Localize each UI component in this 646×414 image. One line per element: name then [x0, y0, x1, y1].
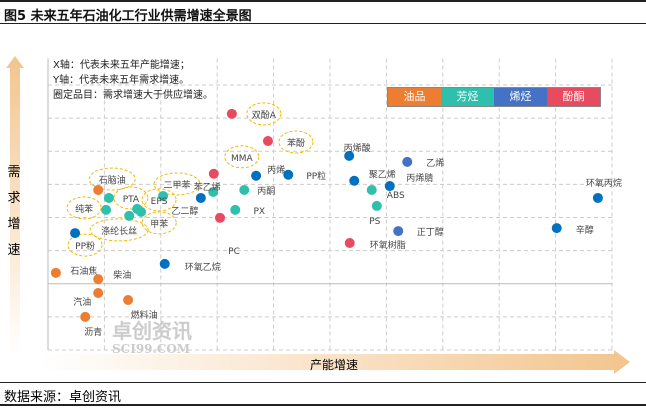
- data-label: 沥青: [84, 326, 102, 338]
- data-label: PP粉: [75, 240, 95, 252]
- highlight-circle: [141, 211, 177, 235]
- figure-title: 图5 未来五年石油化工行业供需增速全景图: [0, 0, 646, 24]
- data-point: [208, 168, 219, 179]
- data-label: 乙二醇: [171, 205, 198, 217]
- data-label: PS: [369, 217, 380, 227]
- data-point: [70, 228, 81, 239]
- x-axis-arrow: [40, 350, 630, 374]
- data-point: [124, 210, 135, 221]
- legend-olefins: 烯烃: [494, 88, 547, 106]
- legend: 油品 芳烃 烯烃 酚酮: [387, 87, 601, 107]
- data-label: 丙烯腈: [406, 172, 433, 184]
- data-label: 石油焦: [70, 265, 97, 277]
- chart-notes: X轴：代表未来五年产能增速； Y轴：代表未来五年需求增速。 圈定品目：需求增速大…: [53, 58, 213, 103]
- highlight-circle: [113, 186, 149, 210]
- data-label: 柴油: [113, 269, 131, 281]
- data-point: [349, 175, 360, 186]
- note-y: Y轴：代表未来五年需求增速。: [53, 75, 190, 86]
- data-point: [384, 181, 395, 192]
- data-point: [208, 186, 219, 197]
- data-point: [93, 185, 104, 196]
- data-point: [215, 212, 226, 223]
- data-point: [366, 185, 377, 196]
- data-point: [262, 135, 273, 146]
- data-label: 丙酮: [257, 186, 275, 197]
- data-point: [103, 192, 114, 203]
- y-axis-label: 需求增速: [7, 165, 21, 258]
- highlight-circle: [66, 196, 102, 220]
- data-label: 环氧丙烷: [586, 177, 622, 189]
- y-axis-arrow: [6, 56, 24, 356]
- data-label: MMA: [231, 154, 254, 164]
- data-point: [93, 274, 104, 285]
- highlight-circle: [88, 167, 136, 191]
- data-label: EPS: [151, 197, 168, 207]
- watermark-en: SCI99.COM: [112, 342, 190, 356]
- legend-oil: 油品: [388, 88, 441, 106]
- data-label: 纯苯: [75, 203, 93, 215]
- data-label: 聚乙烯: [369, 169, 396, 181]
- data-point: [230, 204, 241, 215]
- highlight-circle: [224, 145, 260, 169]
- data-point: [101, 204, 112, 215]
- data-label: 苯酚: [287, 137, 305, 149]
- data-point: [393, 226, 404, 237]
- legend-phenol-ketone: 酚酮: [547, 88, 600, 106]
- watermark: 卓创资讯 SCI99.COM: [112, 319, 192, 358]
- data-point: [344, 150, 355, 161]
- data-label: 燃料油: [131, 309, 158, 321]
- data-label: PP粒: [306, 170, 326, 182]
- data-label: 双酚A: [252, 110, 277, 121]
- data-label: 汽油: [73, 296, 91, 308]
- data-point: [80, 311, 91, 322]
- data-point: [283, 169, 294, 180]
- data-point: [239, 185, 250, 196]
- data-label: 环氧树脂: [370, 239, 406, 251]
- data-label: ABS: [387, 191, 405, 201]
- data-point: [592, 192, 603, 203]
- data-label: PTA: [123, 195, 140, 205]
- data-point: [344, 238, 355, 249]
- data-label: 甲苯: [150, 218, 168, 230]
- data-point: [251, 170, 262, 181]
- data-point: [195, 192, 206, 203]
- data-point: [371, 200, 382, 211]
- highlight-circle: [246, 102, 282, 126]
- data-point: [551, 223, 562, 234]
- data-point: [132, 203, 143, 214]
- data-point: [158, 190, 169, 201]
- data-point: [93, 288, 104, 299]
- highlight-circle: [141, 188, 177, 212]
- data-point: [402, 156, 413, 167]
- data-label: 丙烯酸: [344, 142, 371, 154]
- data-point: [50, 267, 61, 278]
- data-label: 苯乙烯: [194, 181, 221, 193]
- data-label: PC: [228, 247, 240, 257]
- data-label: PX: [253, 207, 265, 217]
- data-point: [159, 258, 170, 269]
- data-label: 石脑油: [99, 174, 126, 186]
- source-note: 数据来源：卓创资讯: [0, 382, 646, 406]
- highlight-circle: [278, 130, 314, 154]
- watermark-cn: 卓创资讯: [112, 319, 192, 343]
- data-label: 正丁醇: [417, 226, 444, 238]
- data-label: 辛醇: [576, 224, 594, 236]
- data-label: 环氧乙烷: [185, 261, 221, 273]
- highlight-circle: [89, 218, 149, 242]
- data-label: 涤纶长丝: [101, 225, 137, 237]
- highlight-circle: [153, 172, 201, 196]
- data-label: 二甲苯: [164, 179, 191, 191]
- note-highlight: 圈定品目：需求增速大于供应增速。: [53, 90, 213, 101]
- x-axis-label: 产能增速: [310, 358, 359, 372]
- note-x: X轴：代表未来五年产能增速；: [53, 60, 190, 71]
- data-point: [226, 108, 237, 119]
- data-label: 乙烯: [426, 157, 444, 169]
- data-label: 丙烯: [267, 164, 285, 176]
- highlight-circle: [67, 233, 103, 257]
- data-point: [123, 294, 134, 305]
- legend-aromatics: 芳烃: [441, 88, 494, 106]
